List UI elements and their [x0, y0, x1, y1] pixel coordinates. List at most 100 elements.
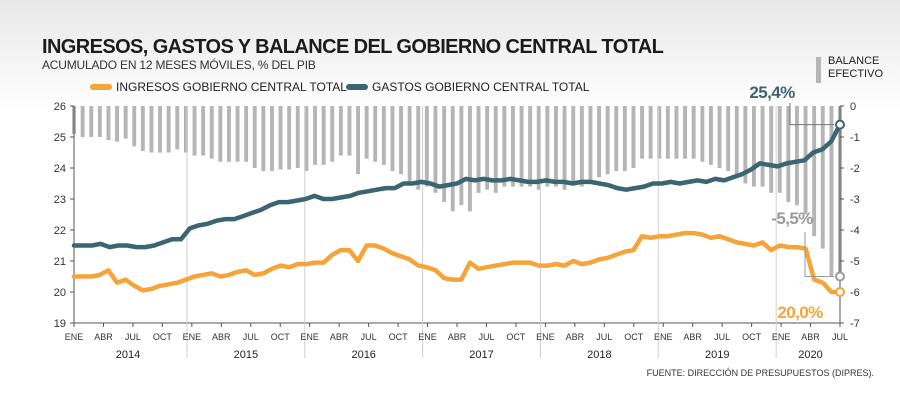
balance-end-marker — [835, 271, 845, 282]
balance-bar — [588, 106, 593, 184]
right-tick-label: -6 — [850, 287, 860, 299]
month-tick-label: ENE — [772, 332, 791, 342]
gastos-line — [71, 122, 843, 250]
month-tick-label: ENE — [418, 332, 437, 342]
month-tick-label: JUL — [125, 332, 141, 342]
balance-bar — [433, 106, 438, 193]
month-tick-label: ABR — [801, 332, 820, 342]
year-label: 2019 — [705, 349, 729, 361]
chart-title: INGRESOS, GASTOS Y BALANCE DEL GOBIERNO … — [42, 36, 664, 58]
balance-bar — [252, 106, 257, 168]
year-label: 2017 — [469, 349, 493, 361]
left-tick-label: 20 — [54, 287, 66, 299]
balance-bar — [640, 106, 644, 159]
balance-bar — [631, 106, 636, 168]
right-tick-label: -4 — [850, 225, 860, 237]
balance-bar — [442, 106, 447, 203]
month-tick-label: ENE — [536, 332, 555, 342]
month-tick-label: OCT — [271, 332, 291, 342]
balance-bar — [691, 106, 696, 159]
balance-bar — [545, 106, 550, 187]
month-tick-label: ENE — [300, 332, 319, 342]
balance-bar — [166, 106, 171, 153]
balance-bar — [244, 106, 249, 162]
balance-bar — [493, 106, 498, 193]
month-tick-label: ABR — [94, 332, 113, 342]
balance-bar — [519, 106, 524, 187]
legend-swatch-gastos — [346, 84, 368, 90]
balance-bar — [407, 106, 412, 184]
balance-bar — [364, 106, 369, 159]
balance-bar — [812, 106, 817, 237]
balance-bar — [80, 106, 85, 137]
balance-bar — [528, 106, 533, 187]
left-tick-label: 19 — [54, 318, 66, 330]
year-label: 2016 — [351, 349, 375, 361]
month-tick-label: ENE — [65, 332, 84, 342]
gastos-end-marker — [835, 119, 845, 130]
balance-bar — [218, 106, 223, 162]
right-tick-label: 0 — [850, 101, 856, 113]
balance-bar — [399, 106, 403, 175]
balance-bar — [270, 106, 274, 172]
balance-bar — [390, 106, 395, 172]
balance-bar — [657, 106, 662, 159]
balance-bar — [760, 106, 765, 187]
month-tick-label: ABR — [212, 332, 231, 342]
month-tick-label: OCT — [153, 332, 173, 342]
balance-bar — [726, 106, 731, 172]
balance-bar — [123, 106, 128, 139]
balance-bar — [511, 106, 515, 187]
left-tick-label: 21 — [54, 256, 66, 268]
balance-bar — [683, 106, 687, 159]
month-tick-label: ABR — [330, 332, 349, 342]
legend-label-ingresos: INGRESOS GOBIERNO CENTRAL TOTAL — [116, 80, 347, 94]
month-tick-label: OCT — [742, 332, 762, 342]
year-label: 2015 — [234, 349, 258, 361]
balance-bar — [614, 106, 619, 172]
left-tick-label: 22 — [54, 225, 66, 237]
balance-bar — [665, 106, 670, 159]
balance-bar — [502, 106, 507, 187]
balance-callout-label: -5,5% — [771, 209, 813, 228]
balance-bar — [304, 106, 309, 172]
balance-bar — [313, 106, 317, 165]
left-tick-label: 23 — [54, 194, 66, 206]
month-tick-label: JUL — [478, 332, 494, 342]
balance-bar — [777, 106, 782, 193]
balance-bar — [579, 106, 584, 187]
balance-bar — [149, 106, 154, 153]
balance-bar — [734, 106, 739, 178]
balance-bar — [450, 106, 455, 212]
source-note: FUENTE: DIRECCIÓN DE PRESUPUESTOS (DIPRE… — [646, 368, 874, 378]
balance-bar — [795, 106, 799, 206]
balance-bar — [416, 106, 421, 190]
balance-bar — [786, 106, 791, 203]
balance-bar — [97, 106, 102, 137]
balance-bar — [175, 106, 180, 150]
month-tick-label: JUL — [596, 332, 612, 342]
month-tick-label: JUL — [361, 332, 377, 342]
chart-subtitle: ACUMULADO EN 12 MESES MÓVILES, % DEL PIB — [42, 58, 316, 72]
balance-bar — [554, 106, 558, 187]
balance-bar — [562, 106, 567, 190]
balance-bar — [278, 106, 283, 170]
right-tick-label: -2 — [850, 163, 860, 175]
balance-bar — [622, 106, 627, 172]
balance-bar — [89, 106, 94, 137]
balance-bar — [132, 106, 137, 147]
balance-bar — [356, 106, 360, 175]
balance-bar — [347, 106, 352, 156]
month-tick-label: OCT — [389, 332, 409, 342]
balance-bar — [106, 106, 111, 141]
month-tick-label: JUL — [714, 332, 730, 342]
balance-bar — [476, 106, 481, 193]
right-tick-label: -7 — [850, 318, 860, 330]
balance-bar — [381, 106, 386, 165]
month-tick-label: ENE — [183, 332, 202, 342]
balance-bar — [201, 106, 206, 156]
balance-bar — [235, 106, 240, 162]
balance-bar — [261, 106, 266, 172]
left-tick-label: 25 — [54, 132, 66, 144]
balance-bar — [227, 106, 231, 162]
